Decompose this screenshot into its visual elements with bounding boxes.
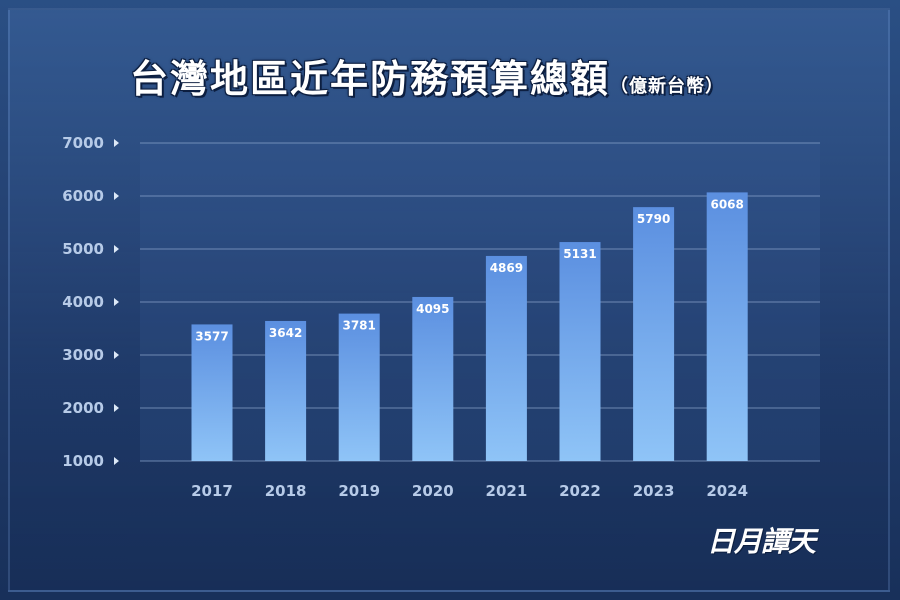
y-tick-arrow [114, 298, 119, 306]
bar-value-label: 3642 [269, 326, 302, 340]
y-tick-arrow [114, 192, 119, 200]
bars [191, 192, 748, 461]
y-tick-label: 2000 [62, 399, 104, 417]
watermark-logo: 日月譚天 [707, 525, 816, 558]
x-tick-label: 2022 [559, 482, 601, 500]
y-tick-arrow [114, 245, 119, 253]
x-tick-label: 2018 [265, 482, 307, 500]
bar [412, 296, 454, 461]
bar [338, 313, 380, 461]
chart-title-text: 台灣地區近年防務預算總額 [130, 57, 611, 101]
y-tick-arrow [114, 351, 119, 359]
x-axis: 2017 2018 2019 2020 2021 2022 2023 2024 [191, 482, 748, 500]
y-tick-label: 3000 [62, 346, 104, 364]
y-tick-label: 6000 [62, 187, 104, 205]
x-tick-label: 2024 [706, 482, 748, 500]
x-tick-label: 2017 [191, 482, 233, 500]
x-tick-label: 2020 [412, 482, 454, 500]
y-tick-label: 4000 [62, 293, 104, 311]
bar-value-labels: 3577 3642 3781 4095 4869 5131 5790 6068 [195, 197, 744, 343]
bar-value-label: 5131 [563, 247, 596, 261]
bar [265, 320, 307, 461]
bar [706, 192, 748, 461]
y-tick-arrow [114, 139, 119, 147]
y-tick-arrow [114, 404, 119, 412]
bar-value-label: 4869 [490, 261, 523, 275]
bar-value-label: 5790 [637, 212, 670, 226]
y-axis: 1000 2000 3000 4000 5000 6000 7000 [62, 134, 119, 470]
y-tick-label: 5000 [62, 240, 104, 258]
x-tick-label: 2019 [338, 482, 380, 500]
x-tick-label: 2021 [486, 482, 528, 500]
x-tick-label: 2023 [633, 482, 675, 500]
chart-title: 台灣地區近年防務預算總額（億新台幣） [130, 48, 770, 108]
bar-value-label: 3577 [195, 329, 228, 343]
bar-value-label: 6068 [710, 197, 743, 211]
y-tick-label: 1000 [62, 452, 104, 470]
bar [485, 255, 527, 461]
bar [633, 207, 675, 461]
bar [191, 324, 233, 461]
bar [559, 242, 601, 461]
y-tick-label: 7000 [62, 134, 104, 152]
grid-lines [140, 142, 820, 462]
bar-value-label: 3781 [342, 319, 375, 333]
bar-value-label: 4095 [416, 302, 449, 316]
y-tick-arrow [114, 457, 119, 465]
chart-subtitle: （億新台幣） [610, 76, 725, 97]
